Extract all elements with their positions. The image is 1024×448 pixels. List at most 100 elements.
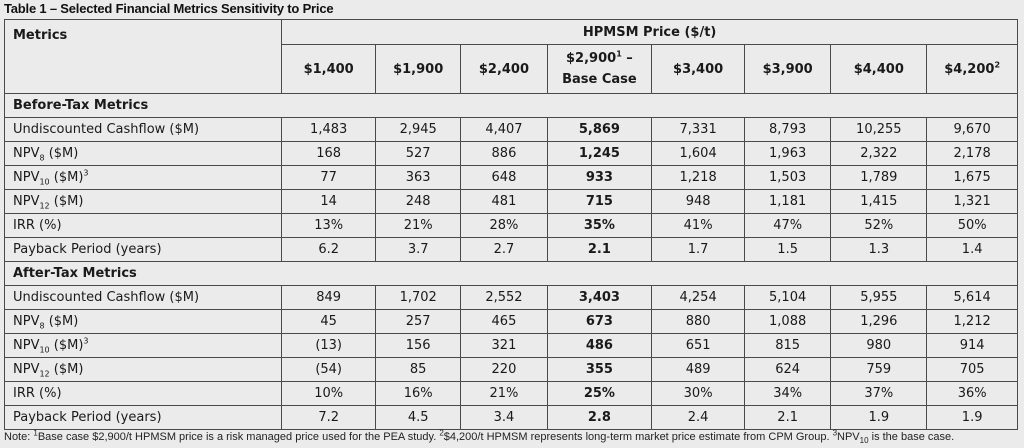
price-value: $2,400 [478,61,530,77]
value-cell: 465 [460,309,548,334]
base-case-cell: 5,869 [546,117,653,142]
metric-name: NPV [13,170,40,185]
table-row: NPV12 ($M) (54) 85 220 355 489 624 759 705 [3,357,1018,382]
table-row: NPV8 ($M) 45 257 465 673 880 1,088 1,296 1,212 [3,309,1018,334]
value-cell: 648 [460,165,548,190]
price-value: $3,400 [673,61,724,77]
price-dash: – [621,51,633,66]
metric-name: NPV [13,362,40,377]
table-row: IRR (%) 13% 21% 28% 35% 41% 47% 52% 50% [3,213,1018,238]
value-cell: 21% [375,213,462,238]
value-cell: 1,702 [375,285,462,310]
metric-label: NPV8 ($M) [3,141,283,166]
value-cell: 4.5 [375,405,462,430]
metric-unit: ($M) [49,362,84,377]
metric-name: NPV [13,314,40,329]
metric-label: Payback Period (years) [3,237,283,262]
metric-label: NPV12 ($M) [3,189,283,214]
value-cell: 8,793 [743,117,832,142]
table-row: NPV10 ($M)3 77 363 648 933 1,218 1,503 1,789 1,6… [3,165,1018,190]
metric-unit: ($M) [44,314,79,329]
table-caption: Table 1 – Selected Financial Metrics Sen… [4,1,334,16]
table-footnote: Note: 1Base case $2,900/t HPMSM price is… [4,428,954,445]
price-value: $4,400 [853,61,904,77]
value-cell: 1,296 [830,309,928,334]
price-column-header: $2,400 [460,44,548,94]
base-case-cell: 715 [546,189,653,214]
value-cell: 1.7 [651,237,745,262]
discount-rate: 12 [39,201,50,211]
value-cell: 489 [651,357,745,382]
discount-rate: 12 [39,369,50,379]
section-title: Before-Tax Metrics [4,93,1018,118]
value-cell: 168 [281,141,377,166]
value-cell: 5,104 [743,285,832,310]
metric-unit: ($M) [49,170,84,185]
price-column-header: $3,900 [743,44,832,94]
value-cell: 886 [460,141,548,166]
discount-rate: 8 [39,321,45,331]
value-cell: 9,670 [926,117,1018,142]
footnote-ref: 1 [616,49,622,59]
value-cell: 1,218 [651,165,745,190]
discount-rate: 8 [39,153,45,163]
value-cell: 7,331 [651,117,745,142]
note-text-2: $4,200/t HPMSM represents long-term mark… [443,431,833,443]
section-row: After-Tax Metrics [4,261,1018,286]
value-cell: 4,254 [651,285,745,310]
metric-name: IRR (%) [13,218,62,233]
footnote-ref: 2 [994,60,1001,70]
value-cell: 527 [375,141,462,166]
value-cell: 7.2 [281,405,377,430]
value-cell: 6.2 [281,237,377,262]
value-cell: 36% [926,381,1018,406]
header-row-prices: $1,400 $1,900 $2,400 $2,9001 – Base Case $3,4… [5,44,1018,94]
note-text-3: NPV [837,431,860,443]
value-cell: 41% [651,213,745,238]
value-cell: 2,552 [460,285,548,310]
base-case-cell: 2.1 [546,237,653,262]
table-row: Undiscounted Cashflow ($M) 1,483 2,945 4,40… [3,117,1018,142]
base-case-cell: 3,403 [546,285,653,310]
base-case-label: Base Case [562,72,637,87]
note-ref-3: 3 [832,428,838,438]
discount-rate: 10 [39,177,50,187]
value-cell: 321 [460,333,548,358]
value-cell: 37% [830,381,928,406]
table-row: IRR (%) 10% 16% 21% 25% 30% 34% 37% 36% [3,381,1018,406]
note-ref-2: 2 [439,428,444,438]
base-case-cell: 933 [546,165,653,190]
value-cell: 1,321 [926,189,1018,214]
value-cell: 4,407 [460,117,548,142]
value-cell: 363 [375,165,462,190]
value-cell: 1.5 [743,237,832,262]
value-cell: 1,963 [743,141,832,166]
value-cell: 30% [651,381,745,406]
value-cell: 2,945 [375,117,462,142]
value-cell: 651 [651,333,745,358]
value-cell: 10,255 [830,117,928,142]
value-cell: (13) [281,333,377,358]
value-cell: 21% [460,381,548,406]
value-cell: 1,789 [830,165,928,190]
value-cell: 2,178 [926,141,1018,166]
price-value: $2,900 [566,51,617,66]
metric-label: IRR (%) [3,381,283,406]
value-cell: 980 [830,333,928,358]
footnote-ref: 3 [83,168,89,178]
value-cell: 1.9 [830,405,928,430]
price-column-header: $1,400 [281,44,377,94]
value-cell: 45 [281,309,377,334]
financial-metrics-table: Metrics HPMSM Price ($/t) $1,400 $1,900 $2,4… [3,19,1018,430]
value-cell: 248 [375,189,462,214]
value-cell: 1,181 [743,189,832,214]
value-cell: 2.7 [460,237,548,262]
value-cell: 705 [926,357,1018,382]
value-cell: 156 [375,333,462,358]
price-column-header: $2,9001 – Base Case [546,44,653,94]
header-row-group: Metrics HPMSM Price ($/t) [3,19,1018,94]
section-row: Before-Tax Metrics [4,93,1018,118]
value-cell: (54) [281,357,377,382]
value-cell: 13% [281,213,377,238]
value-cell: 77 [281,165,377,190]
